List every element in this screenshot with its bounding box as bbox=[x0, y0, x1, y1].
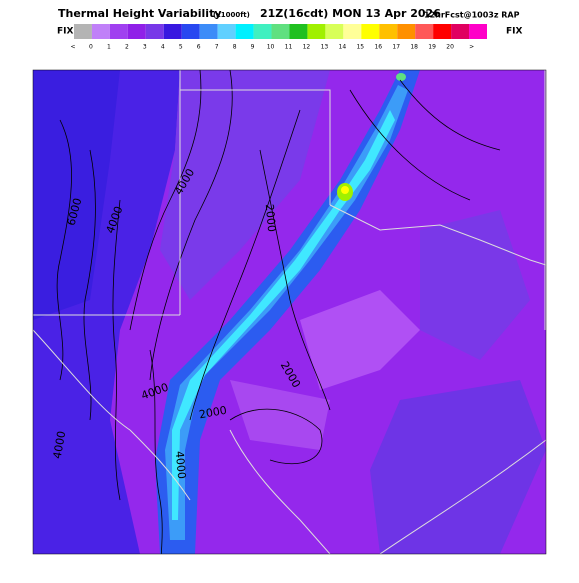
contour-label: 2000 bbox=[263, 203, 278, 232]
colorbar-cell bbox=[217, 24, 236, 39]
contour-label: 2000 bbox=[198, 404, 228, 422]
colorbar-label: 1 bbox=[107, 44, 111, 51]
colorbar-cell bbox=[433, 24, 452, 39]
colorbar-cell bbox=[181, 24, 200, 39]
light-patch bbox=[300, 290, 420, 390]
colorbar-label: 17 bbox=[392, 44, 400, 51]
colorbar-cell bbox=[415, 24, 434, 39]
colorbar-cell bbox=[307, 24, 326, 39]
colorbar-label: > bbox=[469, 44, 474, 51]
colorbar-label: 10 bbox=[267, 44, 275, 51]
colorbar-cell bbox=[91, 24, 110, 39]
peak-cell bbox=[396, 73, 406, 81]
valid-time: 21Z(16cdt) MON 13 Apr 2026 bbox=[260, 7, 441, 20]
colorbar: <0 1 2 3 4 5 6 7 8 9 10 11 12 13 14 15 16 17 18 19 20 > bbox=[70, 24, 487, 51]
colorbar-label: 13 bbox=[321, 44, 329, 51]
colorbar-label: 15 bbox=[356, 44, 364, 51]
contour-label: 4000 bbox=[51, 430, 69, 460]
colorbar-label: 12 bbox=[303, 44, 311, 51]
colorbar-label: 5 bbox=[179, 44, 183, 51]
colorbar-label: 4 bbox=[161, 44, 165, 51]
colorbar-label: 14 bbox=[339, 44, 347, 51]
colorbar-label: 2 bbox=[125, 44, 129, 51]
dark-patch bbox=[420, 210, 530, 360]
light-patch bbox=[230, 380, 330, 450]
colorbar-label: < bbox=[70, 44, 75, 51]
colorbar-label: 20 bbox=[446, 44, 454, 51]
colorbar-label: 8 bbox=[233, 44, 237, 51]
contours bbox=[56, 70, 501, 554]
colorbar-cell bbox=[451, 24, 470, 39]
colorbar-cell bbox=[127, 24, 146, 39]
map-frame bbox=[32, 69, 547, 555]
colorbar-cell bbox=[469, 24, 487, 39]
dark-patch bbox=[370, 380, 546, 554]
colorbar-cell bbox=[289, 24, 308, 39]
colorbar-cell bbox=[379, 24, 398, 39]
colorbar-cell bbox=[163, 24, 182, 39]
colorbar-cell bbox=[235, 24, 254, 39]
units: (x1000ft) bbox=[213, 11, 250, 19]
title: Thermal Height Variability bbox=[58, 7, 222, 20]
colorbar-label: 18 bbox=[410, 44, 418, 51]
colorbar-label: 16 bbox=[374, 44, 382, 51]
colorbar-cell bbox=[253, 24, 272, 39]
forecast: 12hrFcst@1003z RAP bbox=[424, 11, 520, 20]
colorbar-label: 0 bbox=[89, 44, 93, 51]
colorbar-label: 11 bbox=[285, 44, 293, 51]
colorbar-cell bbox=[74, 24, 92, 39]
colorbar-cell bbox=[343, 24, 362, 39]
colorbar-cell bbox=[325, 24, 344, 39]
colorbar-label: 3 bbox=[143, 44, 147, 51]
west-region bbox=[33, 70, 120, 320]
colorbar-label: 19 bbox=[428, 44, 436, 51]
fix-right: FIX bbox=[506, 27, 522, 37]
plateau bbox=[160, 70, 330, 300]
colorbar-cell bbox=[361, 24, 380, 39]
peak-cell bbox=[341, 186, 349, 194]
fix-left: FIX bbox=[57, 27, 73, 37]
band-peak bbox=[172, 110, 395, 520]
colorbar-label: 6 bbox=[197, 44, 201, 51]
colorbar-cell bbox=[397, 24, 416, 39]
colorbar-cell bbox=[199, 24, 218, 39]
colorbar-cell bbox=[109, 24, 128, 39]
colorbar-label: 7 bbox=[215, 44, 219, 51]
borders bbox=[33, 70, 546, 554]
colorbar-label: 9 bbox=[251, 44, 255, 51]
contour-label: 4000 bbox=[173, 450, 188, 479]
colorbar-cell bbox=[145, 24, 164, 39]
colorbar-cell bbox=[271, 24, 290, 39]
